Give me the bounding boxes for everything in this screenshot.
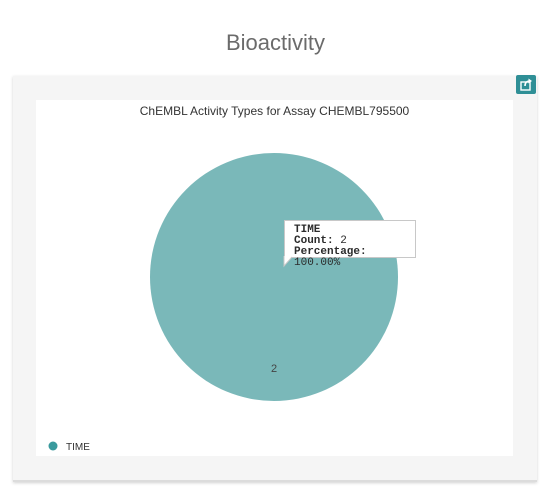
page-title: Bioactivity [225, 30, 326, 55]
chart-area: ChEMBL Activity Types for Assay CHEMBL79… [36, 100, 513, 456]
tooltip-name: TIME [294, 224, 321, 236]
share-button[interactable] [516, 75, 536, 94]
tooltip-count-value: 2 [340, 235, 347, 247]
share-icon [520, 78, 532, 91]
tooltip-pointer [283, 256, 293, 268]
legend-label[interactable]: TIME [66, 442, 90, 453]
pie-slice-time[interactable] [150, 153, 398, 401]
pie-chart: ChEMBL Activity Types for Assay CHEMBL79… [48, 104, 410, 453]
tooltip-percentage-row: Percentage: 100.00% [294, 247, 415, 269]
data-labels: 2 [271, 363, 277, 375]
tooltip-percentage-value: 100.00% [294, 257, 341, 269]
tooltip: TIME Count: 2 Percentage: 100.00% [284, 220, 416, 269]
pie-slices [150, 153, 398, 401]
data-label: 2 [271, 363, 277, 375]
legend-marker [48, 441, 58, 451]
chart-title: ChEMBL Activity Types for Assay CHEMBL79… [140, 104, 410, 118]
tooltip-percentage-label: Percentage: [294, 246, 367, 258]
legend: TIME [48, 441, 90, 453]
tooltip-count-label: Count: [294, 235, 334, 247]
tooltip-count-row: Count: 2 [294, 236, 415, 247]
